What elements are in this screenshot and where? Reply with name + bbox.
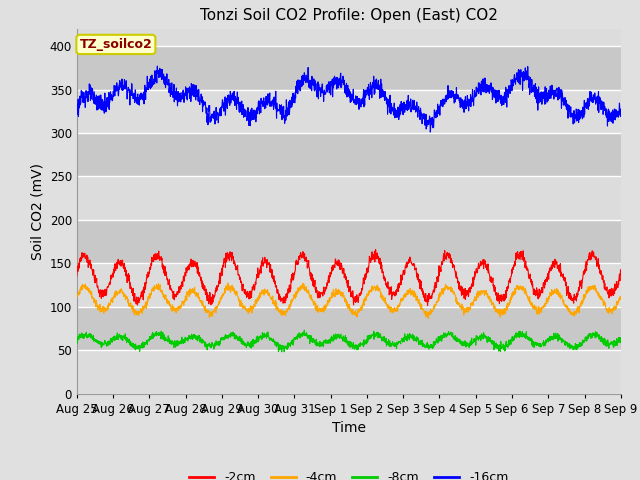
- Text: TZ_soilco2: TZ_soilco2: [79, 38, 152, 51]
- Bar: [77, 350, 621, 394]
- Bar: [77, 307, 621, 350]
- Legend: -2cm, -4cm, -8cm, -16cm: -2cm, -4cm, -8cm, -16cm: [184, 467, 513, 480]
- Bar: [77, 264, 621, 307]
- X-axis label: Time: Time: [332, 421, 366, 435]
- Bar: [77, 177, 621, 220]
- Bar: [77, 133, 621, 177]
- Title: Tonzi Soil CO2 Profile: Open (East) CO2: Tonzi Soil CO2 Profile: Open (East) CO2: [200, 9, 498, 24]
- Bar: [77, 46, 621, 90]
- Bar: [77, 90, 621, 133]
- Bar: [77, 220, 621, 264]
- Y-axis label: Soil CO2 (mV): Soil CO2 (mV): [30, 163, 44, 260]
